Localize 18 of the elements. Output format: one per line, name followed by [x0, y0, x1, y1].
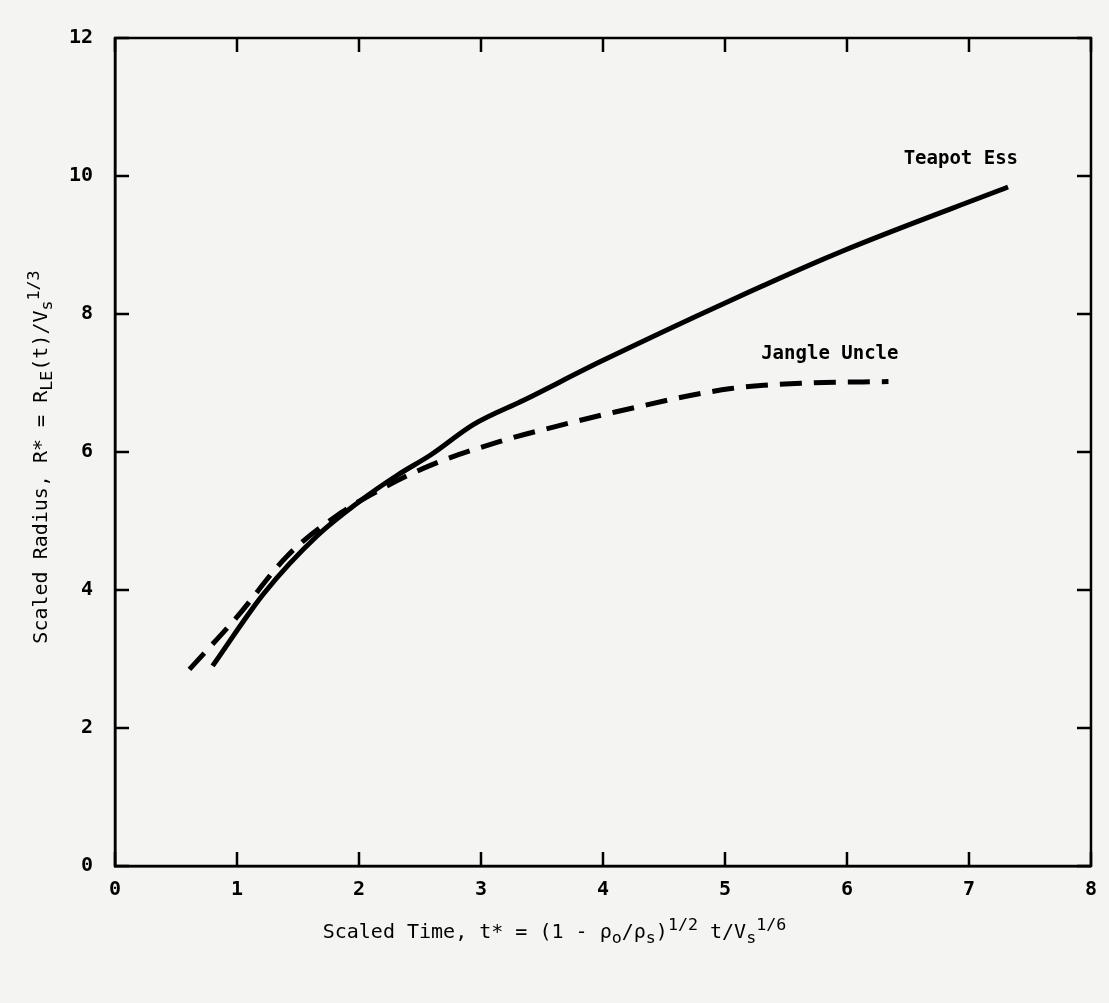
y-tick-label: 2 [80, 714, 93, 739]
x-tick-label: 5 [718, 876, 732, 901]
x-tick-label: 8 [1084, 876, 1097, 901]
x-tick-label: 6 [840, 876, 854, 901]
series-label: Jangle Uncle [761, 341, 899, 364]
y-tick-label: 8 [80, 300, 93, 325]
y-tick-label: 6 [80, 438, 93, 463]
x-tick-label: 1 [230, 876, 244, 901]
y-tick-label: 10 [68, 162, 93, 187]
x-tick-label: 0 [108, 876, 122, 901]
y-tick-label: 0 [80, 852, 93, 877]
x-tick-label: 2 [352, 876, 366, 901]
x-tick-label: 4 [596, 876, 610, 901]
x-tick-label: 7 [962, 876, 976, 901]
y-tick-label: 4 [80, 576, 93, 601]
x-tick-label: 3 [474, 876, 488, 901]
series-label: Teapot Ess [903, 146, 1019, 169]
y-tick-label: 12 [68, 24, 93, 49]
